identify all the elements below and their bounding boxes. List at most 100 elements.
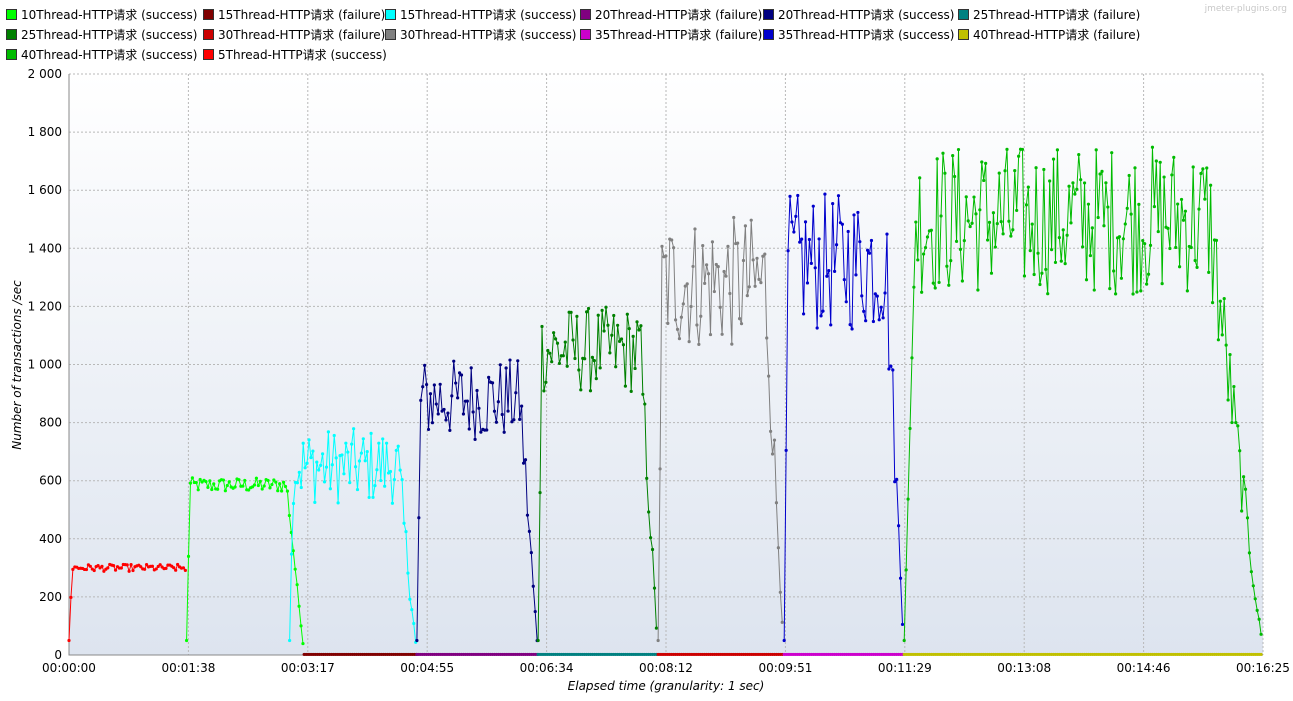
data-point [127,569,131,573]
data-point [1015,208,1019,213]
data-point [1034,166,1038,170]
data-point [428,392,433,396]
data-point [951,154,955,158]
data-point [598,366,602,370]
data-point [164,566,168,570]
data-point [1228,353,1232,357]
legend-swatch [580,9,591,20]
data-point [181,566,186,570]
data-point [313,500,317,504]
legend-swatch [763,29,774,40]
data-point [315,460,319,464]
legend-label: 35Thread-HTTP请求 (success) [778,28,955,42]
data-point [867,251,872,255]
data-point [920,290,924,294]
data-point [1061,228,1065,232]
data-point [548,351,552,355]
data-point [815,326,819,330]
data-point [1152,204,1156,209]
data-point [571,338,575,342]
data-point [588,389,593,393]
legend-item: 30Thread-HTTP请求 (failure) [203,26,385,43]
data-point [1249,570,1253,574]
data-point [1007,219,1011,223]
data-point [805,281,810,285]
data-point [776,546,780,550]
data-point [406,571,410,575]
data-point [430,421,435,425]
data-point [616,323,620,327]
data-point [384,441,389,445]
data-point [1207,270,1211,274]
data-point [417,516,421,520]
data-point [1030,222,1034,226]
series-line [783,194,903,641]
series-35thread-http-failure- [782,652,905,657]
y-tick-label: 1 600 [28,183,62,197]
data-point [575,314,579,318]
data-point [1181,218,1186,222]
data-point [660,244,664,248]
data-point [288,638,292,643]
data-point [1057,235,1061,240]
data-point [1112,269,1116,273]
data-point [233,485,237,489]
data-point [243,478,247,483]
data-point [1199,171,1203,176]
data-point [221,478,226,482]
data-point [542,389,546,393]
data-point [506,409,510,413]
data-point [291,549,295,553]
x-tick-label: 00:13:08 [997,661,1051,675]
data-point [569,310,573,315]
data-point [332,433,336,438]
data-point [1084,278,1089,282]
data-point [1026,185,1030,189]
data-point [487,375,491,380]
legend-item: 25Thread-HTTP请求 (failure) [958,6,1140,23]
data-point [652,586,657,590]
data-point [563,340,567,344]
data-point [1160,282,1164,286]
data-point [1077,153,1081,157]
x-tick-label: 00:08:12 [639,661,693,675]
data-point [485,428,489,432]
legend-label: 40Thread-HTTP请求 (failure) [973,28,1141,42]
data-point [553,337,558,341]
data-point [1069,221,1073,225]
legend-swatch [6,49,17,60]
series-25thread-http-success- [536,305,659,643]
data-point [929,228,933,232]
data-point [974,212,978,216]
data-point [759,281,763,285]
data-point [266,478,270,483]
series-30thread-http-failure- [656,652,784,657]
x-tick-label: 00:14:46 [1117,661,1171,675]
data-point [596,313,600,317]
data-point [811,204,815,208]
x-axis-label: Elapsed time (granularity: 1 sec) [568,679,765,693]
data-point [1071,181,1075,185]
legend-item: 5Thread-HTTP请求 (success) [203,46,387,63]
data-point [423,363,427,367]
data-point [357,459,362,463]
data-point [278,482,282,486]
data-point [772,438,777,442]
x-tick-label: 00:00:00 [42,661,96,675]
data-point [502,430,506,434]
data-point [496,400,500,404]
data-point [606,323,610,327]
data-point [303,466,307,470]
data-point [452,359,456,363]
data-point [252,483,257,487]
data-point [836,194,841,198]
data-point [637,328,641,332]
data-point [666,321,670,326]
data-point [677,337,682,341]
data-point [858,240,862,244]
data-point [320,452,325,456]
data-point [881,316,885,320]
data-point [803,220,808,224]
data-point [469,366,473,370]
